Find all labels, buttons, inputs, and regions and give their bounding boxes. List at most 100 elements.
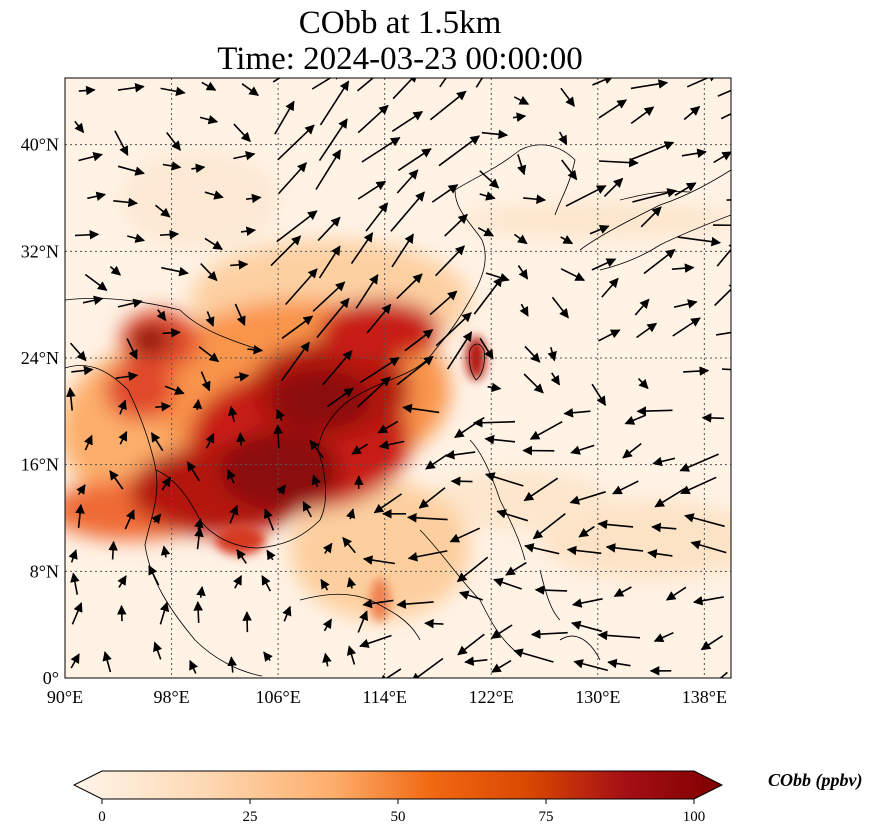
wind-arrow [472, 417, 516, 428]
wind-arrow [513, 233, 528, 245]
wind-arrow [233, 575, 243, 589]
wind-arrow [561, 159, 578, 181]
wind-arrow [312, 281, 346, 312]
y-tick-label: 16°N [21, 455, 59, 475]
wind-arrow [524, 345, 541, 363]
y-tick-label: 40°N [21, 135, 59, 155]
x-tick-labels: 90°E 98°E 106°E 114°E 122°E 130°E 138°E [47, 687, 727, 707]
wind-arrow [681, 148, 707, 158]
wind-arrow [233, 151, 256, 161]
wind-arrow [446, 331, 473, 370]
wind-arrow [322, 542, 333, 554]
wind-arrow [357, 180, 387, 200]
wind-arrow [311, 474, 321, 488]
wind-arrow [276, 408, 285, 422]
title-line-1: CObb at 1.5km [298, 5, 502, 41]
wind-arrow [396, 355, 434, 386]
wind-arrow [322, 652, 332, 667]
wind-arrow [285, 268, 318, 306]
wind-arrow [359, 634, 392, 648]
wind-arrow [517, 154, 527, 176]
wind-arrow [396, 169, 419, 194]
wind-arrow [162, 328, 181, 338]
wind-arrow [601, 277, 619, 298]
wind-arrow [124, 509, 135, 530]
y-tick-labels: 40°N 32°N 24°N 16°N 8°N 0° [21, 135, 59, 688]
wind-arrow [160, 86, 186, 97]
wind-arrow [377, 420, 399, 434]
wind-arrow [277, 124, 315, 161]
wind-arrow [117, 298, 143, 308]
x-tick-label: 106°E [256, 687, 301, 707]
wind-arrow [315, 149, 342, 190]
wind-arrow [484, 434, 516, 445]
colorbar-tick-label: 100 [683, 809, 706, 825]
wind-arrow [563, 408, 591, 418]
wind-arrow [109, 265, 122, 276]
wind-arrow [159, 229, 180, 240]
wind-arrow [228, 405, 238, 423]
wind-arrow [390, 191, 425, 232]
wind-arrow [547, 346, 557, 362]
wind-arrow [721, 368, 731, 371]
coastlines [65, 144, 731, 677]
wind-arrow [316, 297, 350, 339]
wind-arrow [357, 104, 389, 134]
wind-arrow [71, 365, 94, 376]
wind-arrow [71, 602, 83, 625]
wind-arrow [78, 85, 96, 96]
wind-arrow [109, 470, 124, 490]
wind-arrow [490, 624, 513, 639]
wind-arrow [578, 525, 595, 538]
wind-arrow [715, 331, 731, 336]
wind-arrow [196, 585, 206, 598]
wind-arrow [677, 236, 722, 247]
wind-arrow [560, 87, 575, 107]
wind-arrow [201, 81, 217, 91]
wind-arrow [652, 456, 676, 467]
wind-arrow [517, 265, 529, 280]
wind-arrow [247, 344, 264, 355]
wind-arrow [126, 338, 138, 360]
colorbar-label: CObb (ppbv) [768, 770, 863, 790]
wind-arrow [532, 512, 566, 540]
wind-arrow [726, 199, 731, 201]
wind-arrow [407, 550, 448, 562]
wind-arrow [396, 273, 423, 300]
wind-arrow [342, 536, 356, 554]
wind-arrow [571, 598, 603, 608]
wind-arrow [365, 202, 389, 232]
wind-arrow [246, 193, 262, 204]
wind-arrow [597, 519, 634, 530]
wind-arrow [113, 197, 138, 208]
wind-arrow [683, 366, 710, 376]
wind-arrow [630, 106, 655, 125]
wind-arrow [263, 651, 273, 662]
wind-vectors [66, 78, 731, 678]
wind-arrow [565, 185, 607, 207]
wind-arrow [637, 378, 649, 390]
wind-arrow [227, 656, 237, 673]
wind-arrow [636, 406, 673, 416]
wind-arrow [355, 273, 379, 309]
wind-arrow [276, 210, 318, 243]
wind-arrow [424, 618, 444, 629]
x-tick-label: 98°E [153, 687, 189, 707]
wind-arrow [373, 493, 403, 514]
y-tick-label: 0° [43, 668, 59, 688]
wind-arrow [311, 78, 343, 90]
wind-arrow [566, 545, 602, 556]
wind-arrow [630, 141, 675, 161]
wind-arrow [640, 206, 662, 228]
wind-arrow [686, 78, 719, 88]
wind-arrow [589, 224, 610, 235]
wind-arrow [361, 136, 401, 163]
wind-arrow [479, 191, 496, 201]
wind-arrow [273, 424, 283, 449]
wind-arrow [263, 508, 275, 531]
wind-arrow [274, 100, 295, 135]
wind-arrow [234, 303, 246, 326]
wind-arrow [716, 241, 731, 267]
wind-arrow [322, 618, 332, 632]
